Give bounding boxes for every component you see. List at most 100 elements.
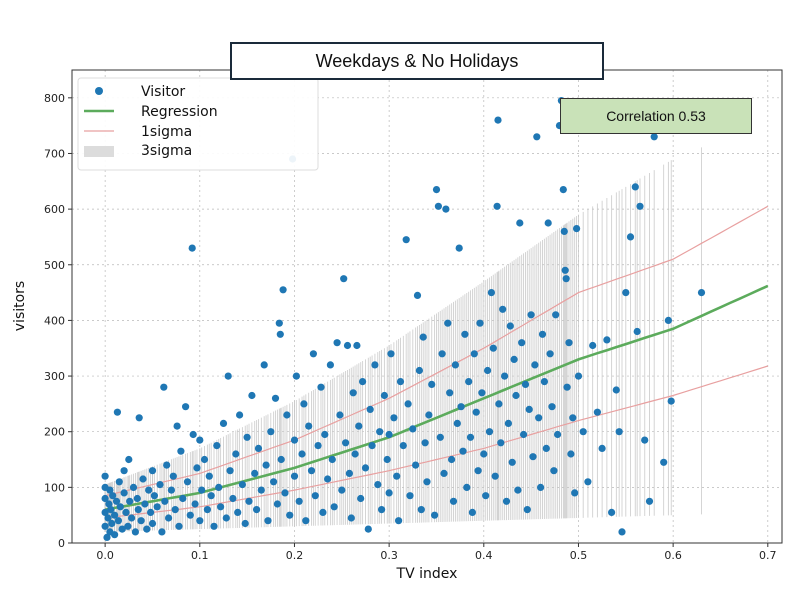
- visitor-point: [342, 439, 349, 446]
- visitor-point: [253, 506, 260, 513]
- visitor-point: [263, 462, 270, 469]
- visitor-point: [362, 464, 369, 471]
- visitor-point: [423, 478, 430, 485]
- x-tick-label: 0.2: [286, 549, 304, 562]
- visitor-point: [514, 487, 521, 494]
- chart-title: Weekdays & No Holidays: [230, 42, 604, 80]
- visitor-point: [114, 409, 121, 416]
- visitor-point: [488, 289, 495, 296]
- visitor-point: [698, 289, 705, 296]
- y-axis-title: visitors: [12, 281, 28, 331]
- visitor-point: [456, 245, 463, 252]
- visitor-point: [286, 512, 293, 519]
- visitor-point: [215, 484, 222, 491]
- visitor-point: [565, 339, 572, 346]
- visitor-point: [450, 498, 457, 505]
- visitor-point: [317, 384, 324, 391]
- visitor-point: [352, 450, 359, 457]
- visitor-point: [353, 342, 360, 349]
- visitor-point: [528, 311, 535, 318]
- visitor-point: [348, 514, 355, 521]
- visitor-point: [541, 378, 548, 385]
- visitor-point: [507, 322, 514, 329]
- visitor-point: [234, 509, 241, 516]
- visitor-point: [547, 350, 554, 357]
- visitor-point: [376, 428, 383, 435]
- visitor-point: [520, 431, 527, 438]
- visitor-point: [531, 361, 538, 368]
- visitor-point: [516, 219, 523, 226]
- visitor-point: [274, 500, 281, 507]
- visitor-point: [147, 509, 154, 516]
- visitor-point: [414, 292, 421, 299]
- visitor-point: [331, 503, 338, 510]
- visitor-point: [409, 425, 416, 432]
- y-tick-label: 500: [44, 259, 65, 272]
- visitor-point: [223, 514, 230, 521]
- y-tick-label: 800: [44, 92, 65, 105]
- visitor-point: [518, 339, 525, 346]
- visitor-point: [190, 431, 197, 438]
- visitor-point: [261, 361, 268, 368]
- visitor-point: [151, 492, 158, 499]
- visitor-point: [196, 437, 203, 444]
- visitor-point: [386, 431, 393, 438]
- visitor-point: [329, 456, 336, 463]
- visitor-point: [208, 492, 215, 499]
- visitor-point: [524, 506, 531, 513]
- y-tick-label: 700: [44, 147, 65, 160]
- visitor-point: [251, 470, 258, 477]
- visitor-point: [381, 392, 388, 399]
- legend-1sigma-label: 1sigma: [141, 124, 192, 140]
- visitor-point: [537, 484, 544, 491]
- visitor-point: [163, 462, 170, 469]
- visitor-point: [359, 378, 366, 385]
- visitor-point: [461, 331, 468, 338]
- visitor-point: [141, 500, 148, 507]
- visitor-point: [156, 481, 163, 488]
- visitor-point: [149, 467, 156, 474]
- visitor-point: [296, 498, 303, 505]
- visitor-point: [573, 225, 580, 232]
- y-tick-label: 300: [44, 370, 65, 383]
- visitor-point: [378, 506, 385, 513]
- visitor-point: [291, 437, 298, 444]
- visitor-point: [198, 487, 205, 494]
- visitor-point: [494, 203, 501, 210]
- visitor-point: [444, 320, 451, 327]
- scatter-chart: 0.0 0.1 0.2 0.3 0.4 0.5 0.6 0.70100200300400500…: [0, 0, 800, 590]
- visitor-point: [184, 478, 191, 485]
- visitor-point: [543, 445, 550, 452]
- visitor-point: [403, 236, 410, 243]
- visitor-point: [505, 420, 512, 427]
- visitor-point: [512, 392, 519, 399]
- visitor-point: [139, 475, 146, 482]
- visitor-point: [452, 361, 459, 368]
- legend-3sigma-label: 3sigma: [141, 143, 192, 159]
- visitor-point: [327, 361, 334, 368]
- visitor-point: [384, 456, 391, 463]
- visitor-point: [448, 456, 455, 463]
- visitor-point: [121, 467, 128, 474]
- visitor-point: [179, 495, 186, 502]
- visitor-point: [440, 470, 447, 477]
- visitor-point: [422, 439, 429, 446]
- x-tick-label: 0.4: [475, 549, 493, 562]
- visitor-point: [145, 487, 152, 494]
- visitor-point: [533, 133, 540, 140]
- visitor-point: [431, 512, 438, 519]
- visitor-point: [463, 484, 470, 491]
- visitor-point: [589, 342, 596, 349]
- visitor-point: [276, 320, 283, 327]
- visitor-point: [278, 456, 285, 463]
- visitor-point: [471, 350, 478, 357]
- visitor-point: [420, 334, 427, 341]
- visitor-point: [204, 506, 211, 513]
- visitor-point: [298, 450, 305, 457]
- visitor-point: [495, 400, 502, 407]
- visitor-point: [192, 500, 199, 507]
- visitor-point: [149, 520, 156, 527]
- visitor-point: [242, 520, 249, 527]
- visitor-point: [494, 117, 501, 124]
- visitor-point: [121, 489, 128, 496]
